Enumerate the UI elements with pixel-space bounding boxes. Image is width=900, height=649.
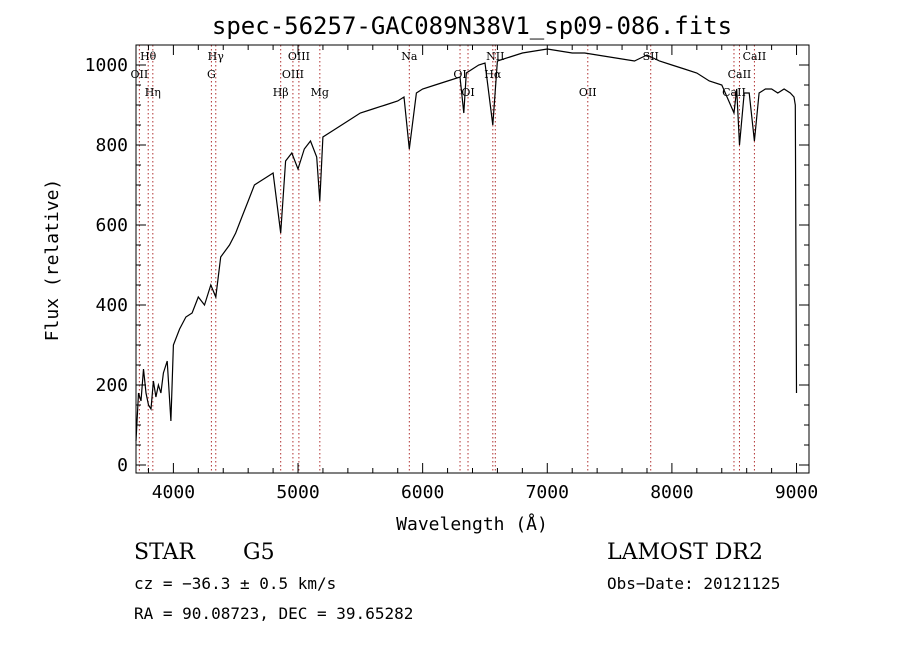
line-marker-label: CaII <box>728 68 752 81</box>
line-marker-label: Mg <box>311 86 329 99</box>
line-marker-label: OII <box>131 68 149 81</box>
line-marker-label: Na <box>401 50 418 63</box>
line-marker-label: Hγ <box>208 50 225 63</box>
obs-date-text: Obs−Date: 20121125 <box>607 574 781 593</box>
x-axis-label: Wavelength (Å) <box>396 513 548 535</box>
line-marker-label: OIII <box>288 50 310 63</box>
line-marker-label: CaII <box>722 86 746 99</box>
line-marker-label: Hη <box>145 86 161 99</box>
x-tick-label: 4000 <box>152 482 195 503</box>
y-axis-label: Flux (relative) <box>42 179 63 342</box>
x-tick-label: 7000 <box>526 482 569 503</box>
y-tick-label: 800 <box>95 135 128 156</box>
line-marker-label: OI <box>461 86 474 99</box>
object-type: STAR <box>134 540 195 565</box>
y-tick-label: 200 <box>95 375 128 396</box>
emission-line-markers: HθOIIHηHγGHβOIIIOIIIMgNaOIOINIIHαOIISIIC… <box>131 45 767 473</box>
line-marker-label: NII <box>486 50 504 63</box>
survey-name: LAMOST DR2 <box>607 540 763 565</box>
line-marker-label: Hθ <box>140 50 157 63</box>
spectrum-series-line <box>135 48 798 442</box>
x-tick-label: 8000 <box>650 482 693 503</box>
y-tick-label: 1000 <box>85 55 128 76</box>
line-marker-label: Hα <box>484 68 502 81</box>
chart-title: spec-56257-GAC089N38V1_sp09-086.fits <box>212 12 732 40</box>
line-marker-label: Hβ <box>273 86 289 99</box>
y-tick-label: 400 <box>95 295 128 316</box>
line-marker-label: CaII <box>743 50 767 63</box>
axis-ticks: 4000 5000 6000 7000 8000 9000 0 200 400 600 800 100… <box>85 45 818 503</box>
x-tick-label: 6000 <box>401 482 444 503</box>
redshift-text: cz = −36.3 ± 0.5 km/s <box>134 574 337 593</box>
line-marker-label: OII <box>579 86 597 99</box>
y-tick-label: 0 <box>117 455 128 476</box>
coordinates-text: RA = 90.08723, DEC = 39.65282 <box>134 604 414 623</box>
y-tick-label: 600 <box>95 215 128 236</box>
line-marker-label: G <box>207 68 216 81</box>
x-tick-label: 9000 <box>775 482 818 503</box>
plot-frame <box>135 44 810 474</box>
line-marker-label: OIII <box>282 68 304 81</box>
x-tick-label: 5000 <box>276 482 319 503</box>
object-subclass: G5 <box>243 540 275 565</box>
